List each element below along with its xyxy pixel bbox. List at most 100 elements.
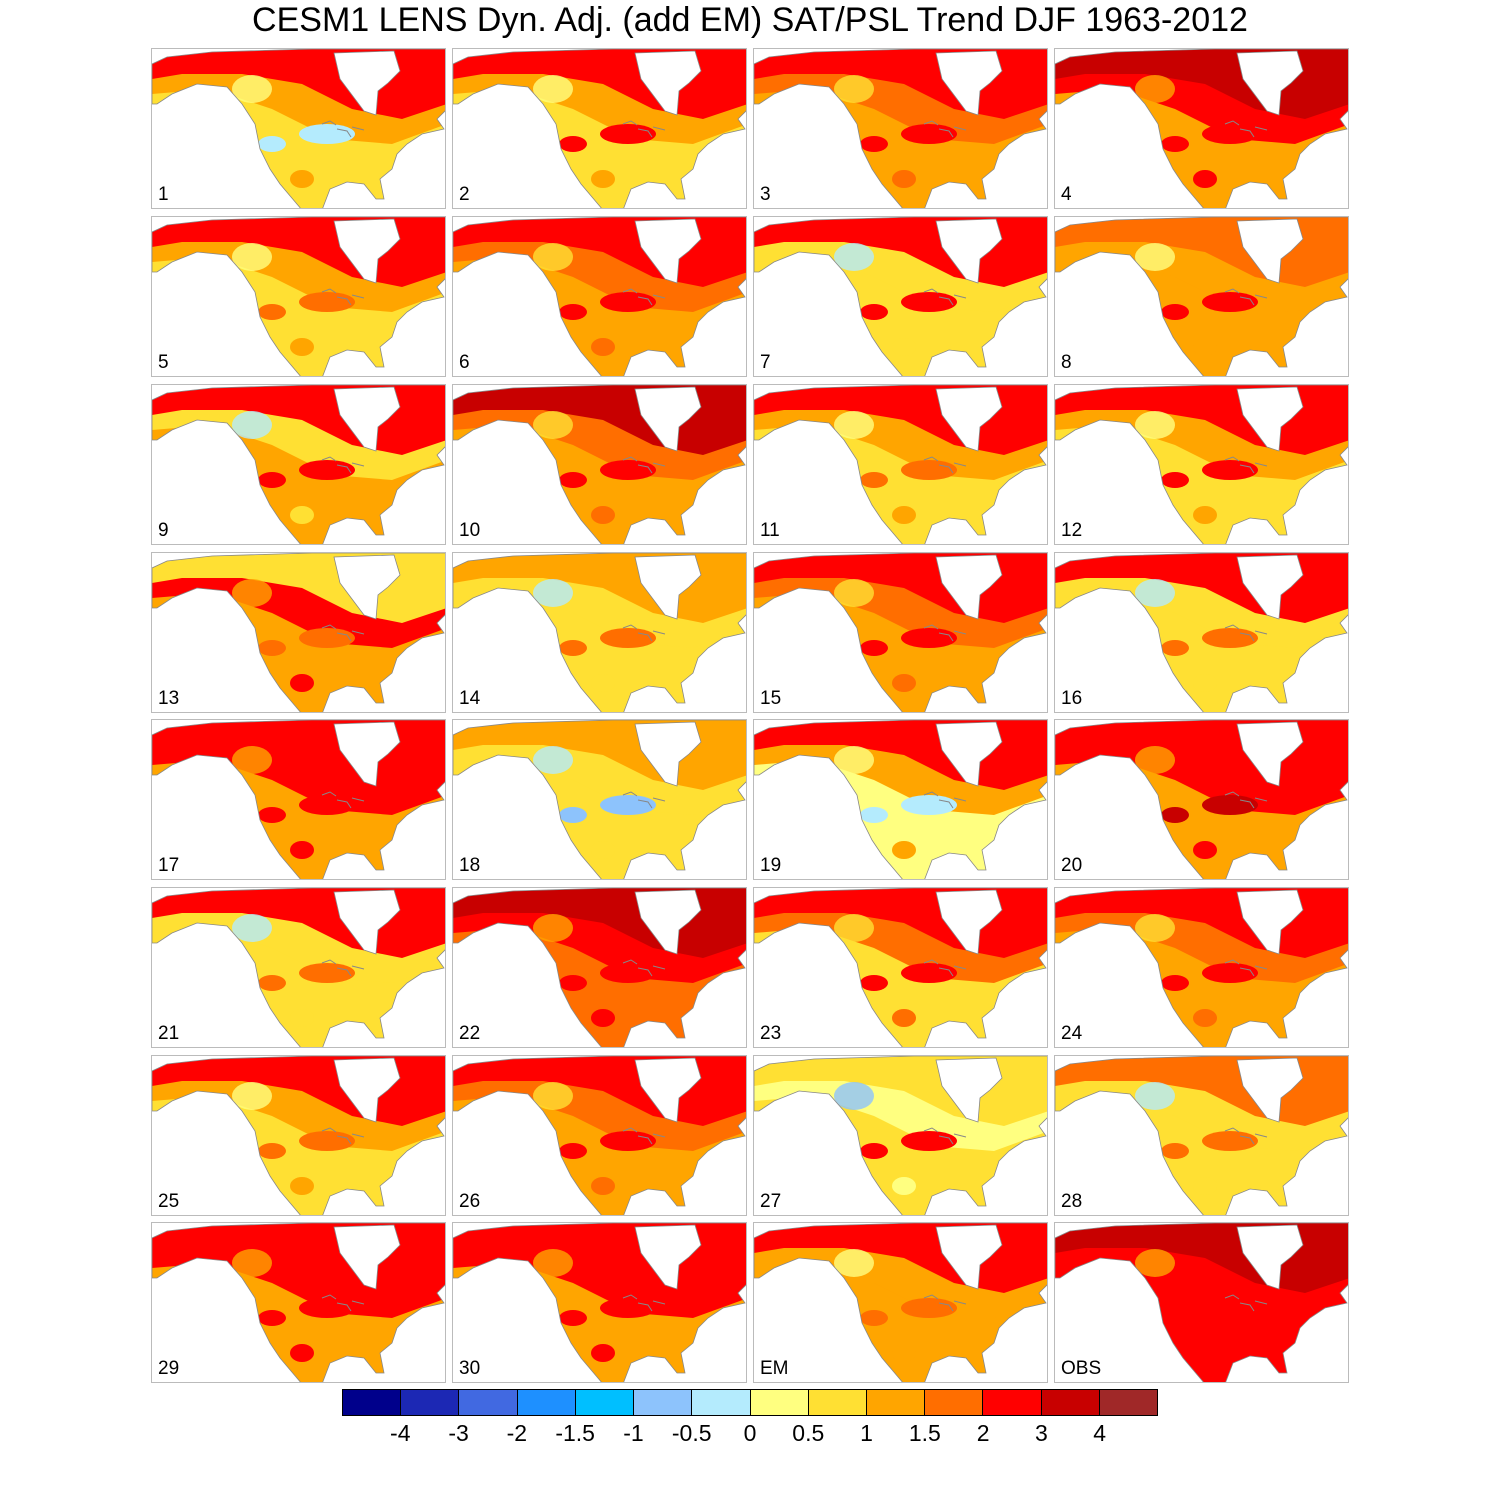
colorbar-tick-label: -4 xyxy=(390,1420,411,1446)
colorbar-swatch xyxy=(517,1390,576,1415)
panel-label: 2 xyxy=(459,184,470,205)
map-panel-26: 26 xyxy=(452,1055,747,1216)
trend-map xyxy=(453,217,746,376)
map-panel-24: 24 xyxy=(1054,887,1349,1048)
map-panel-16: 16 xyxy=(1054,552,1349,713)
trend-map xyxy=(453,553,746,712)
map-panel-8: 8 xyxy=(1054,216,1349,377)
trend-map xyxy=(152,1223,445,1382)
trend-map xyxy=(453,385,746,544)
map-panel-17: 17 xyxy=(151,719,446,880)
panel-label: 13 xyxy=(158,688,180,709)
map-panel-13: 13 xyxy=(151,552,446,713)
map-panel-4: 4 xyxy=(1054,48,1349,209)
panel-label: 22 xyxy=(459,1023,481,1044)
map-panel-28: 28 xyxy=(1054,1055,1349,1216)
map-panel-30: 30 xyxy=(452,1222,747,1383)
colorbar xyxy=(342,1389,1158,1416)
panel-label: 24 xyxy=(1061,1023,1083,1044)
map-panel-10: 10 xyxy=(452,384,747,545)
colorbar-swatch xyxy=(1099,1390,1158,1415)
panel-label: 10 xyxy=(459,520,481,541)
panel-label: 18 xyxy=(459,855,481,876)
trend-map xyxy=(754,217,1047,376)
panel-label: 7 xyxy=(760,352,771,373)
panel-label: 4 xyxy=(1061,184,1072,205)
trend-map xyxy=(152,720,445,879)
trend-map xyxy=(152,385,445,544)
map-panel-14: 14 xyxy=(452,552,747,713)
trend-map xyxy=(152,888,445,1047)
panel-label: 12 xyxy=(1061,520,1083,541)
trend-map xyxy=(453,888,746,1047)
colorbar-tick-label: 1.5 xyxy=(908,1420,941,1446)
trend-map xyxy=(453,49,746,208)
colorbar-swatch xyxy=(866,1390,926,1415)
colorbar-swatch xyxy=(925,1390,984,1415)
map-panel-EM: EM xyxy=(753,1222,1048,1383)
map-panel-21: 21 xyxy=(151,887,446,1048)
trend-map xyxy=(453,1223,746,1382)
colorbar-tick-label: 1 xyxy=(860,1420,873,1446)
panel-label: 3 xyxy=(760,184,771,205)
trend-map xyxy=(1055,1056,1348,1215)
colorbar-tick-label: -3 xyxy=(448,1420,469,1446)
trend-map xyxy=(1055,720,1348,879)
colorbar-tick-label: 2 xyxy=(976,1420,990,1446)
panel-label: 28 xyxy=(1061,1191,1083,1212)
map-panel-29: 29 xyxy=(151,1222,446,1383)
panel-label: 27 xyxy=(760,1191,782,1212)
panel-label: 5 xyxy=(158,352,169,373)
trend-map xyxy=(1055,217,1348,376)
panel-label: EM xyxy=(760,1358,789,1379)
panel-label: 20 xyxy=(1061,855,1083,876)
trend-map xyxy=(152,49,445,208)
colorbar-tick-label: 0 xyxy=(743,1420,757,1446)
trend-map xyxy=(754,888,1047,1047)
colorbar-swatch xyxy=(459,1390,518,1415)
panel-label: 21 xyxy=(158,1023,180,1044)
panel-label: 11 xyxy=(760,520,780,541)
map-panel-20: 20 xyxy=(1054,719,1349,880)
map-panel-18: 18 xyxy=(452,719,747,880)
map-panel-25: 25 xyxy=(151,1055,446,1216)
panel-label: 19 xyxy=(760,855,782,876)
trend-map xyxy=(1055,888,1348,1047)
panel-label: 9 xyxy=(158,520,169,541)
trend-map xyxy=(754,720,1047,879)
map-panel-15: 15 xyxy=(753,552,1048,713)
panel-label: 14 xyxy=(459,688,481,709)
panel-label: 8 xyxy=(1061,352,1072,373)
map-panel-5: 5 xyxy=(151,216,446,377)
trend-map xyxy=(453,1056,746,1215)
trend-map xyxy=(152,217,445,376)
colorbar-swatch xyxy=(983,1390,1042,1415)
colorbar-swatch xyxy=(692,1390,751,1415)
trend-map xyxy=(754,385,1047,544)
panel-label: 26 xyxy=(459,1191,481,1212)
colorbar-tick-label: -2 xyxy=(506,1420,528,1446)
colorbar-swatch xyxy=(575,1390,635,1415)
figure-title: CESM1 LENS Dyn. Adj. (add EM) SAT/PSL Tr… xyxy=(252,1,1248,39)
map-panel-12: 12 xyxy=(1054,384,1349,545)
trend-map xyxy=(453,720,746,879)
trend-map xyxy=(152,1056,445,1215)
colorbar-swatch xyxy=(808,1390,867,1415)
colorbar-tick-label: -1 xyxy=(623,1420,644,1446)
map-panel-23: 23 xyxy=(753,887,1048,1048)
map-panel-27: 27 xyxy=(753,1055,1048,1216)
colorbar-swatch xyxy=(1041,1390,1100,1415)
panel-label: 1 xyxy=(158,184,169,205)
map-panel-6: 6 xyxy=(452,216,747,377)
panel-label: 25 xyxy=(158,1191,180,1212)
panel-label: 17 xyxy=(158,855,180,876)
panel-label: OBS xyxy=(1061,1358,1102,1379)
panel-label: 6 xyxy=(459,352,470,373)
map-panel-1: 1 xyxy=(151,48,446,209)
panel-label: 23 xyxy=(760,1023,782,1044)
colorbar-tick-label: 0.5 xyxy=(792,1420,825,1446)
colorbar-swatch xyxy=(343,1390,402,1415)
trend-map xyxy=(754,1056,1047,1215)
panel-label: 16 xyxy=(1061,688,1083,709)
colorbar-tick-label: -0.5 xyxy=(671,1420,712,1446)
